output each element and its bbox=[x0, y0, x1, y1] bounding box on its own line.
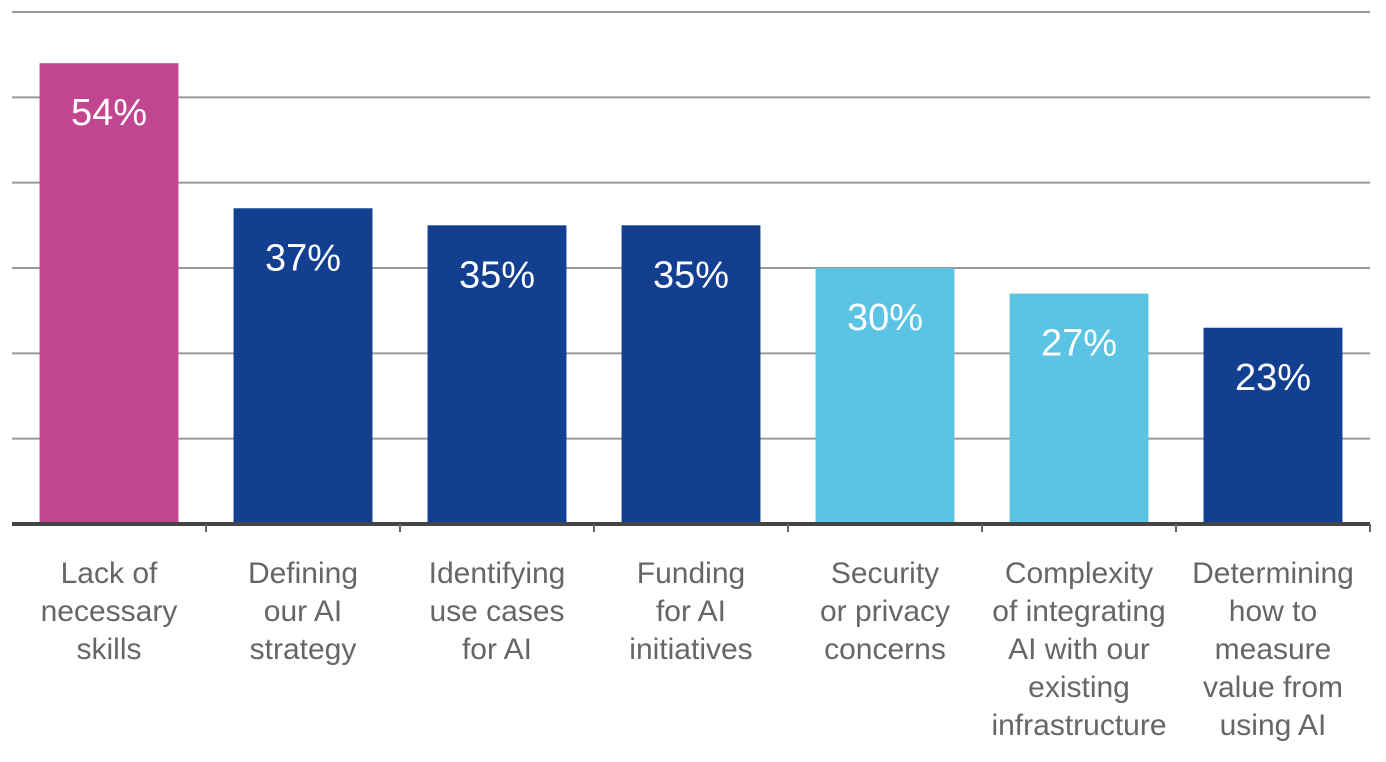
x-tick-label: strategy bbox=[250, 633, 357, 666]
value-label: 35% bbox=[653, 254, 729, 296]
x-tick-label: Complexity bbox=[1005, 557, 1153, 590]
x-tick-label: Determining bbox=[1192, 557, 1354, 590]
x-tick-label: initiatives bbox=[629, 633, 752, 666]
bar bbox=[815, 268, 955, 524]
value-label: 54% bbox=[71, 92, 147, 134]
x-tick-label: how to bbox=[1229, 595, 1317, 628]
x-tick-label: our AI bbox=[264, 595, 342, 628]
x-tick-label: of integrating bbox=[992, 595, 1165, 628]
x-tick-label: infrastructure bbox=[991, 709, 1166, 742]
x-tick-label: skills bbox=[77, 633, 142, 666]
x-tick-label: Security bbox=[831, 557, 939, 590]
x-tick-label: Funding bbox=[637, 557, 745, 590]
x-tick-label: Defining bbox=[248, 557, 358, 590]
x-tick-label: concerns bbox=[824, 633, 946, 666]
x-tick-label: necessary bbox=[41, 595, 178, 628]
x-tick-label: use cases bbox=[429, 595, 564, 628]
x-tick-label: Lack of bbox=[61, 557, 158, 590]
value-label: 27% bbox=[1041, 323, 1117, 365]
value-label: 23% bbox=[1235, 357, 1311, 399]
x-tick-label: Identifying bbox=[429, 557, 566, 590]
x-tick-label: value from bbox=[1203, 671, 1343, 704]
bar bbox=[233, 208, 373, 524]
bar bbox=[39, 63, 179, 524]
x-tick-label: measure bbox=[1215, 633, 1332, 666]
x-tick-label: for AI bbox=[462, 633, 532, 666]
x-tick-label: AI with our bbox=[1008, 633, 1150, 666]
bar bbox=[1203, 327, 1343, 524]
value-label: 35% bbox=[459, 254, 535, 296]
x-tick-label: or privacy bbox=[820, 595, 950, 628]
value-label: 37% bbox=[265, 237, 341, 279]
bar bbox=[621, 225, 761, 525]
x-tick-label: existing bbox=[1028, 671, 1130, 704]
bar bbox=[1009, 293, 1149, 524]
value-label: 30% bbox=[847, 297, 923, 339]
bar bbox=[427, 225, 567, 525]
x-tick-label: for AI bbox=[656, 595, 726, 628]
x-tick-label: using AI bbox=[1220, 709, 1327, 742]
